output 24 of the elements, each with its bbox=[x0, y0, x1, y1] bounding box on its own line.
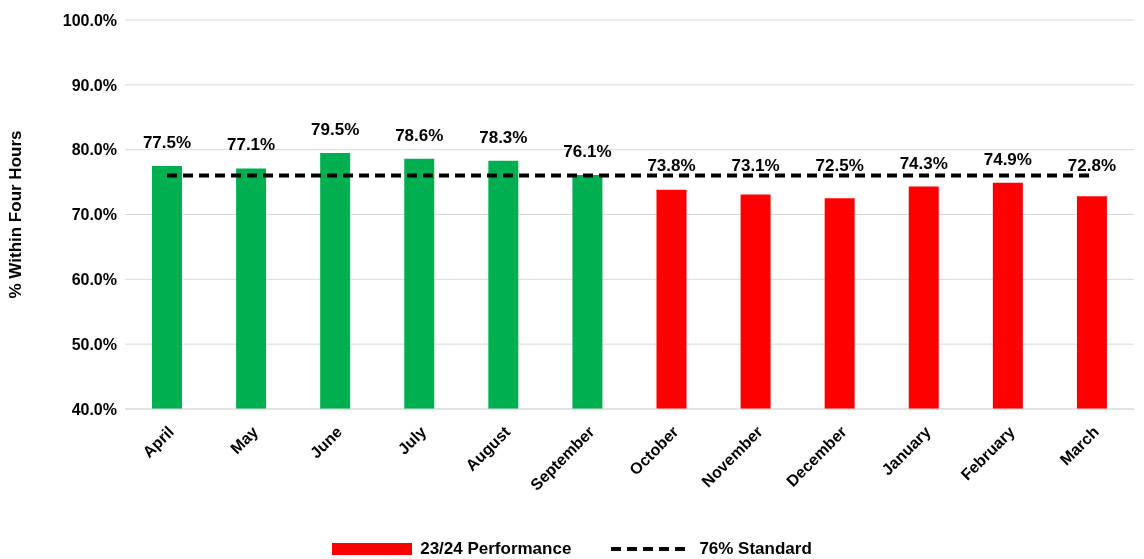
y-axis-title: % Within Four Hours bbox=[6, 130, 26, 299]
data-label: 72.8% bbox=[1067, 155, 1117, 175]
data-label: 73.8% bbox=[647, 155, 696, 175]
y-tick-label: 100.0% bbox=[62, 11, 117, 29]
data-label: 78.6% bbox=[395, 125, 444, 145]
legend-label: 76% Standard bbox=[699, 539, 812, 559]
y-tick-label: 50.0% bbox=[71, 335, 117, 353]
data-label: 74.9% bbox=[983, 149, 1032, 169]
data-label: 72.5% bbox=[815, 155, 864, 175]
data-label: 77.5% bbox=[142, 132, 192, 152]
y-tick-label: 70.0% bbox=[71, 206, 117, 224]
y-tick-label: 40.0% bbox=[71, 400, 117, 418]
data-label: 78.3% bbox=[479, 127, 528, 147]
y-tick-label: 80.0% bbox=[71, 141, 117, 159]
y-tick-label: 60.0% bbox=[71, 271, 117, 289]
data-label: 76.1% bbox=[563, 141, 612, 161]
y-tick-label: 90.0% bbox=[71, 76, 117, 94]
legend-label: 23/24 Performance bbox=[420, 539, 572, 559]
data-label: 74.3% bbox=[899, 153, 948, 173]
x-tick-label: May bbox=[227, 422, 262, 458]
data-label: 77.1% bbox=[226, 135, 276, 155]
data-label: 73.1% bbox=[731, 155, 780, 175]
x-tick-label: July bbox=[394, 422, 430, 458]
data-label: 79.5% bbox=[311, 119, 360, 139]
